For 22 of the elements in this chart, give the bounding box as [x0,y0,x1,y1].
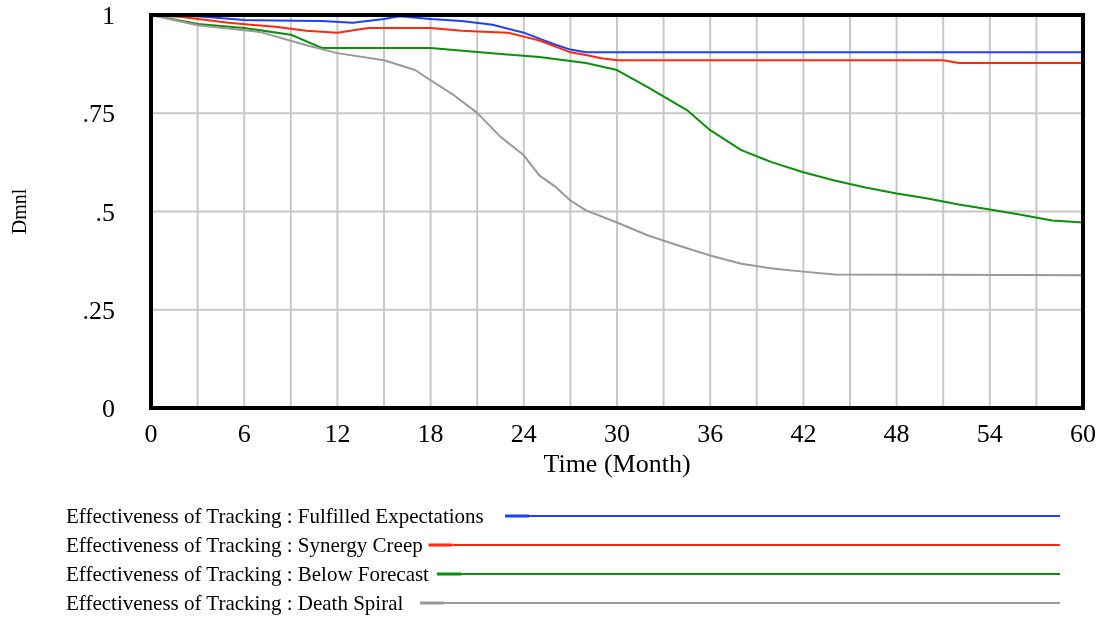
x-tick-label: 24 [510,419,537,448]
x-tick-label: 48 [883,419,910,448]
x-tick-label: 18 [417,419,444,448]
y-tick-label: .25 [82,295,115,325]
x-tick-label: 36 [697,419,724,448]
x-tick-label: 0 [144,419,158,448]
x-tick-label: 6 [237,419,251,448]
legend-label: Effectiveness of Tracking : Death Spiral [66,591,404,616]
y-axis-title: Dmnl [8,188,30,235]
y-tick-label: .5 [95,197,115,227]
x-tick-label: 60 [1070,419,1096,448]
legend-label: Effectiveness of Tracking : Synergy Creep [66,533,423,558]
x-tick-label: 42 [790,419,817,448]
y-tick-label: 0 [102,394,115,424]
legend-label: Effectiveness of Tracking : Fulfilled Expectations [66,504,484,529]
y-tick-label: .75 [82,99,115,129]
x-axis-title: Time (Month) [543,449,691,478]
x-tick-label: 12 [324,419,351,448]
x-tick-label: 30 [604,419,630,448]
legend-label: Effectiveness of Tracking : Below Forecast [66,562,430,587]
x-tick-label: 54 [976,419,1003,448]
y-tick-label: 1 [102,1,115,31]
